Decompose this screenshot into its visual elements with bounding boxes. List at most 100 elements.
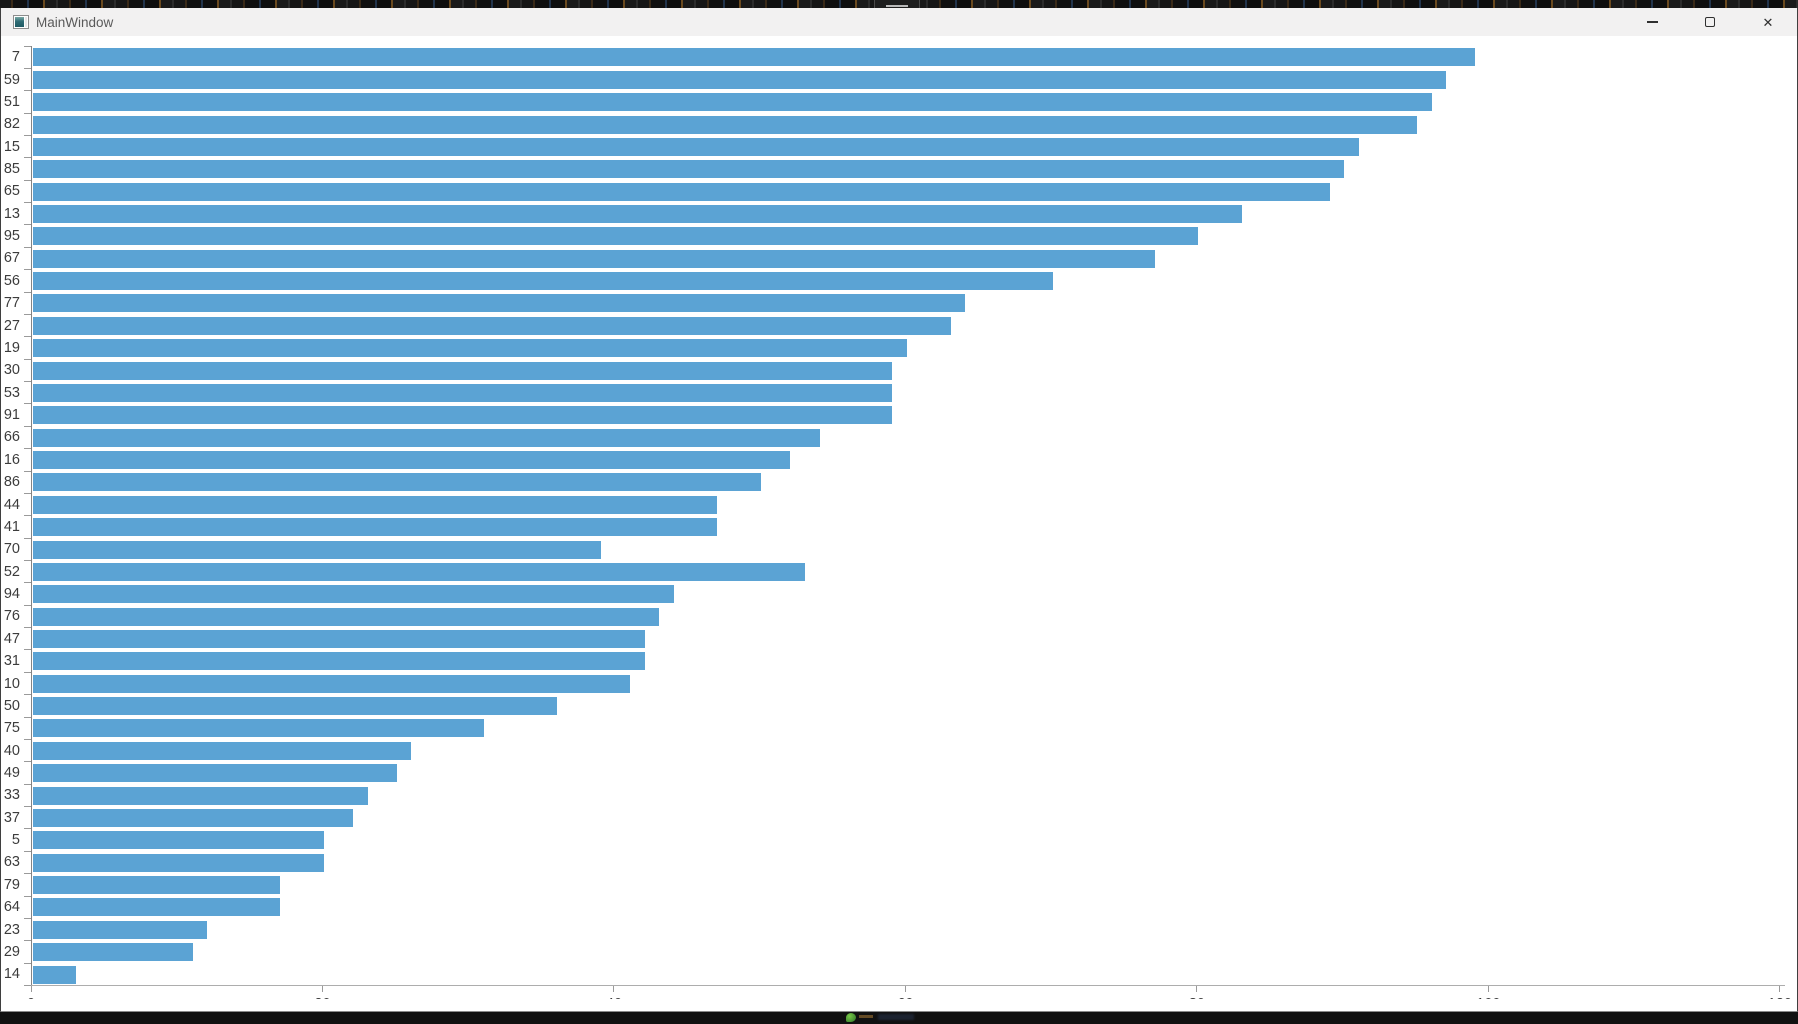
- y-axis-label: 94: [3, 586, 20, 603]
- y-axis-tick: [24, 940, 31, 942]
- bar: [32, 137, 1359, 156]
- y-axis-tick: [24, 45, 31, 47]
- y-axis-label: 19: [3, 339, 20, 356]
- y-axis-tick: [24, 202, 31, 204]
- y-axis-tick: [24, 470, 31, 472]
- y-axis-label: 33: [3, 787, 20, 804]
- x-axis-label: 60: [880, 996, 930, 1000]
- y-axis-tick: [24, 313, 31, 315]
- y-axis-tick: [24, 582, 31, 584]
- y-axis-tick: [24, 627, 31, 629]
- bar: [32, 70, 1447, 89]
- bar: [32, 473, 762, 492]
- bar: [32, 965, 77, 984]
- maximize-button[interactable]: [1681, 8, 1739, 36]
- y-axis-line: [30, 46, 33, 986]
- horizontal-bar-chart: 7 59 51 82 15 85 65 13 95 67 56 77 27 19 30 53 91 66 16 86 4…: [2, 44, 1796, 999]
- y-axis-label: 49: [3, 764, 20, 781]
- x-axis-line: [25, 984, 1785, 987]
- y-axis-tick: [24, 761, 31, 763]
- y-axis-label: 76: [3, 608, 20, 625]
- y-axis-label: 30: [3, 362, 20, 379]
- y-axis-tick: [24, 694, 31, 696]
- y-axis-label: 14: [3, 966, 20, 983]
- y-axis-label: 63: [3, 854, 20, 871]
- y-axis-label: 31: [3, 653, 20, 670]
- y-axis-label: 15: [3, 138, 20, 155]
- y-axis-label: 86: [3, 474, 20, 491]
- y-axis-tick: [24, 358, 31, 360]
- y-axis-label: 64: [3, 899, 20, 916]
- x-axis-tick: [1196, 985, 1198, 992]
- y-axis-tick: [24, 806, 31, 808]
- taskbar-artifact: [859, 1015, 873, 1018]
- y-axis-tick: [24, 559, 31, 561]
- y-axis-tick: [24, 224, 31, 226]
- y-axis-label: 37: [3, 809, 20, 826]
- bar: [32, 272, 1053, 291]
- y-axis-tick: [24, 425, 31, 427]
- y-axis-label: 10: [3, 675, 20, 692]
- bar: [32, 876, 281, 895]
- y-axis-label: 91: [3, 407, 20, 424]
- y-axis-label: 13: [3, 205, 20, 222]
- bar: [32, 741, 412, 760]
- bar: [32, 249, 1155, 268]
- y-axis-label: 52: [3, 563, 20, 580]
- y-axis-label: 29: [3, 943, 20, 960]
- bar: [32, 294, 966, 313]
- y-axis-label: 7: [11, 49, 20, 66]
- bar: [32, 697, 558, 716]
- bar: [32, 48, 1476, 67]
- y-axis-tick: [24, 381, 31, 383]
- y-axis-tick: [24, 448, 31, 450]
- bar: [32, 629, 645, 648]
- y-axis-tick: [24, 515, 31, 517]
- bar: [32, 406, 893, 425]
- bar: [32, 562, 805, 581]
- bar: [32, 652, 645, 671]
- y-axis-tick: [24, 604, 31, 606]
- window-controls: ✕: [1623, 8, 1797, 36]
- bar: [32, 204, 1243, 223]
- x-axis-tick: [30, 985, 32, 992]
- y-axis-tick: [24, 134, 31, 136]
- bar: [32, 383, 893, 402]
- y-axis-tick: [24, 157, 31, 159]
- x-axis-label: 0: [6, 996, 56, 1000]
- bar: [32, 585, 674, 604]
- minimize-button[interactable]: [1623, 8, 1681, 36]
- y-axis-label: 70: [3, 541, 20, 558]
- y-axis-label: 65: [3, 183, 20, 200]
- y-axis-tick: [24, 179, 31, 181]
- y-axis-tick: [24, 649, 31, 651]
- bar: [32, 339, 907, 358]
- title-bar[interactable]: MainWindow ✕: [1, 8, 1797, 36]
- x-axis-tick: [613, 985, 615, 992]
- bar: [32, 316, 951, 335]
- bar: [32, 898, 281, 917]
- y-axis-label: 16: [3, 451, 20, 468]
- bottom-taskbar-strip[interactable]: [0, 1012, 1798, 1024]
- y-axis-label: 47: [3, 630, 20, 647]
- bar: [32, 674, 631, 693]
- maximize-icon: [1705, 17, 1715, 27]
- close-button[interactable]: ✕: [1739, 8, 1797, 36]
- y-axis-tick: [24, 112, 31, 114]
- bar: [32, 764, 397, 783]
- x-axis-label: 100: [1463, 996, 1513, 1000]
- y-axis-tick: [24, 537, 31, 539]
- bar: [32, 607, 660, 626]
- close-icon: ✕: [1762, 14, 1774, 30]
- y-axis-label: 5: [11, 832, 20, 849]
- y-axis-tick: [24, 985, 31, 986]
- bar: [32, 853, 324, 872]
- y-axis-tick: [24, 67, 31, 69]
- y-axis-label: 56: [3, 272, 20, 289]
- y-axis-label: 51: [3, 93, 20, 110]
- bar: [32, 115, 1418, 134]
- x-axis-tick: [321, 985, 323, 992]
- y-axis-label: 41: [3, 518, 20, 535]
- y-axis-tick: [24, 828, 31, 830]
- bar: [32, 227, 1199, 246]
